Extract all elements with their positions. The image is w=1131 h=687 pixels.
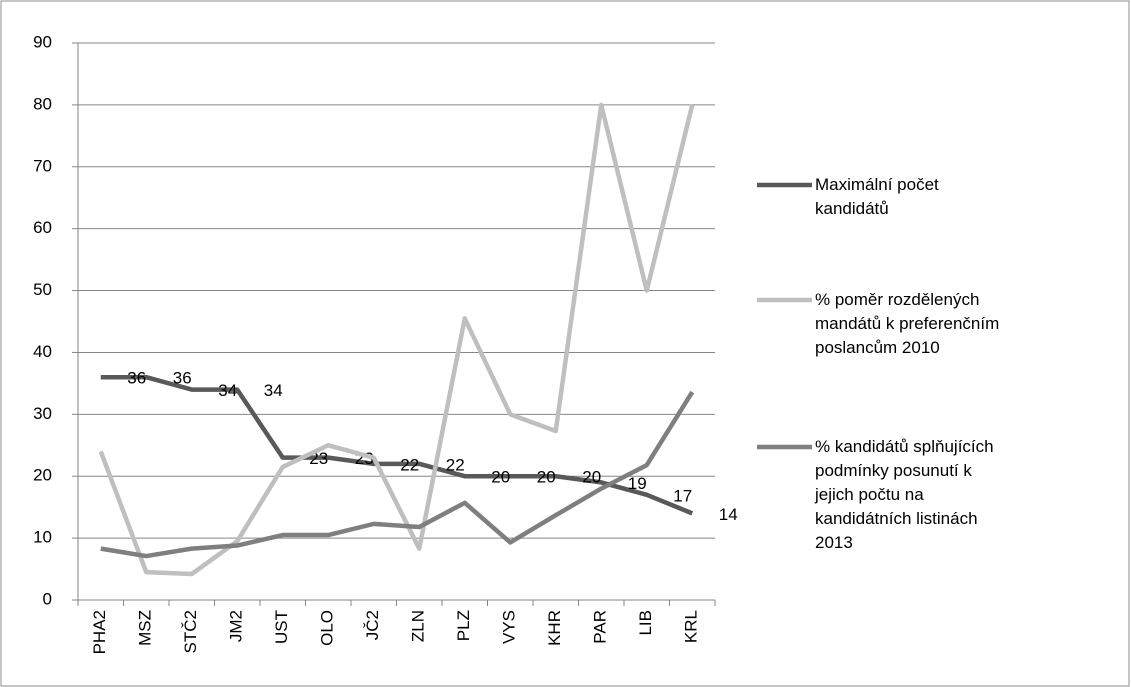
x-tick-label: OLO — [318, 610, 337, 646]
legend-label: Maximální počet kandidátů — [815, 175, 939, 218]
x-tick-label: UST — [272, 610, 291, 644]
y-tick-label: 0 — [43, 589, 52, 608]
y-tick-label: 70 — [33, 156, 52, 175]
x-tick-label: KRL — [682, 610, 701, 643]
series-line — [100, 390, 695, 559]
x-tick-label: LIB — [636, 610, 655, 636]
data-label: 20 — [491, 468, 510, 487]
data-label: 34 — [218, 381, 237, 400]
y-tick-label: 40 — [33, 342, 52, 361]
x-tick-label: MSZ — [136, 610, 155, 646]
data-label: 20 — [582, 468, 601, 487]
x-tick-label: PHA2 — [90, 610, 109, 654]
x-tick-label: JČ2 — [363, 610, 382, 640]
y-tick-label: 10 — [33, 528, 52, 547]
legend-label: % kandidátů splňujících podmínky posunut… — [815, 437, 994, 552]
data-label: 20 — [537, 468, 556, 487]
y-tick-label: 80 — [33, 94, 52, 113]
y-tick-label: 20 — [33, 466, 52, 485]
series-line — [98, 102, 695, 577]
x-tick-label: PAR — [591, 610, 610, 644]
data-label: 36 — [173, 369, 192, 388]
y-tick-label: 90 — [33, 32, 52, 51]
x-tick-label: KHR — [545, 610, 564, 646]
data-label: 22 — [400, 455, 419, 474]
x-tick-label: PLZ — [454, 610, 473, 641]
data-label: 19 — [628, 474, 647, 493]
x-tick-label: ZLN — [409, 610, 428, 642]
x-tick-label: STČ2 — [181, 610, 200, 653]
x-tick-label: VYS — [500, 610, 519, 644]
x-tick-label: JM2 — [227, 610, 246, 642]
data-label: 14 — [719, 505, 738, 524]
data-label: 34 — [264, 381, 283, 400]
data-label: 17 — [673, 486, 692, 505]
data-label: 36 — [127, 369, 146, 388]
legend-label: % poměr rozdělených mandátů k preferenčn… — [815, 290, 1000, 357]
y-tick-label: 50 — [33, 280, 52, 299]
y-tick-label: 60 — [33, 218, 52, 237]
y-tick-label: 30 — [33, 404, 52, 423]
series-line — [100, 374, 694, 516]
data-label: 22 — [446, 455, 465, 474]
